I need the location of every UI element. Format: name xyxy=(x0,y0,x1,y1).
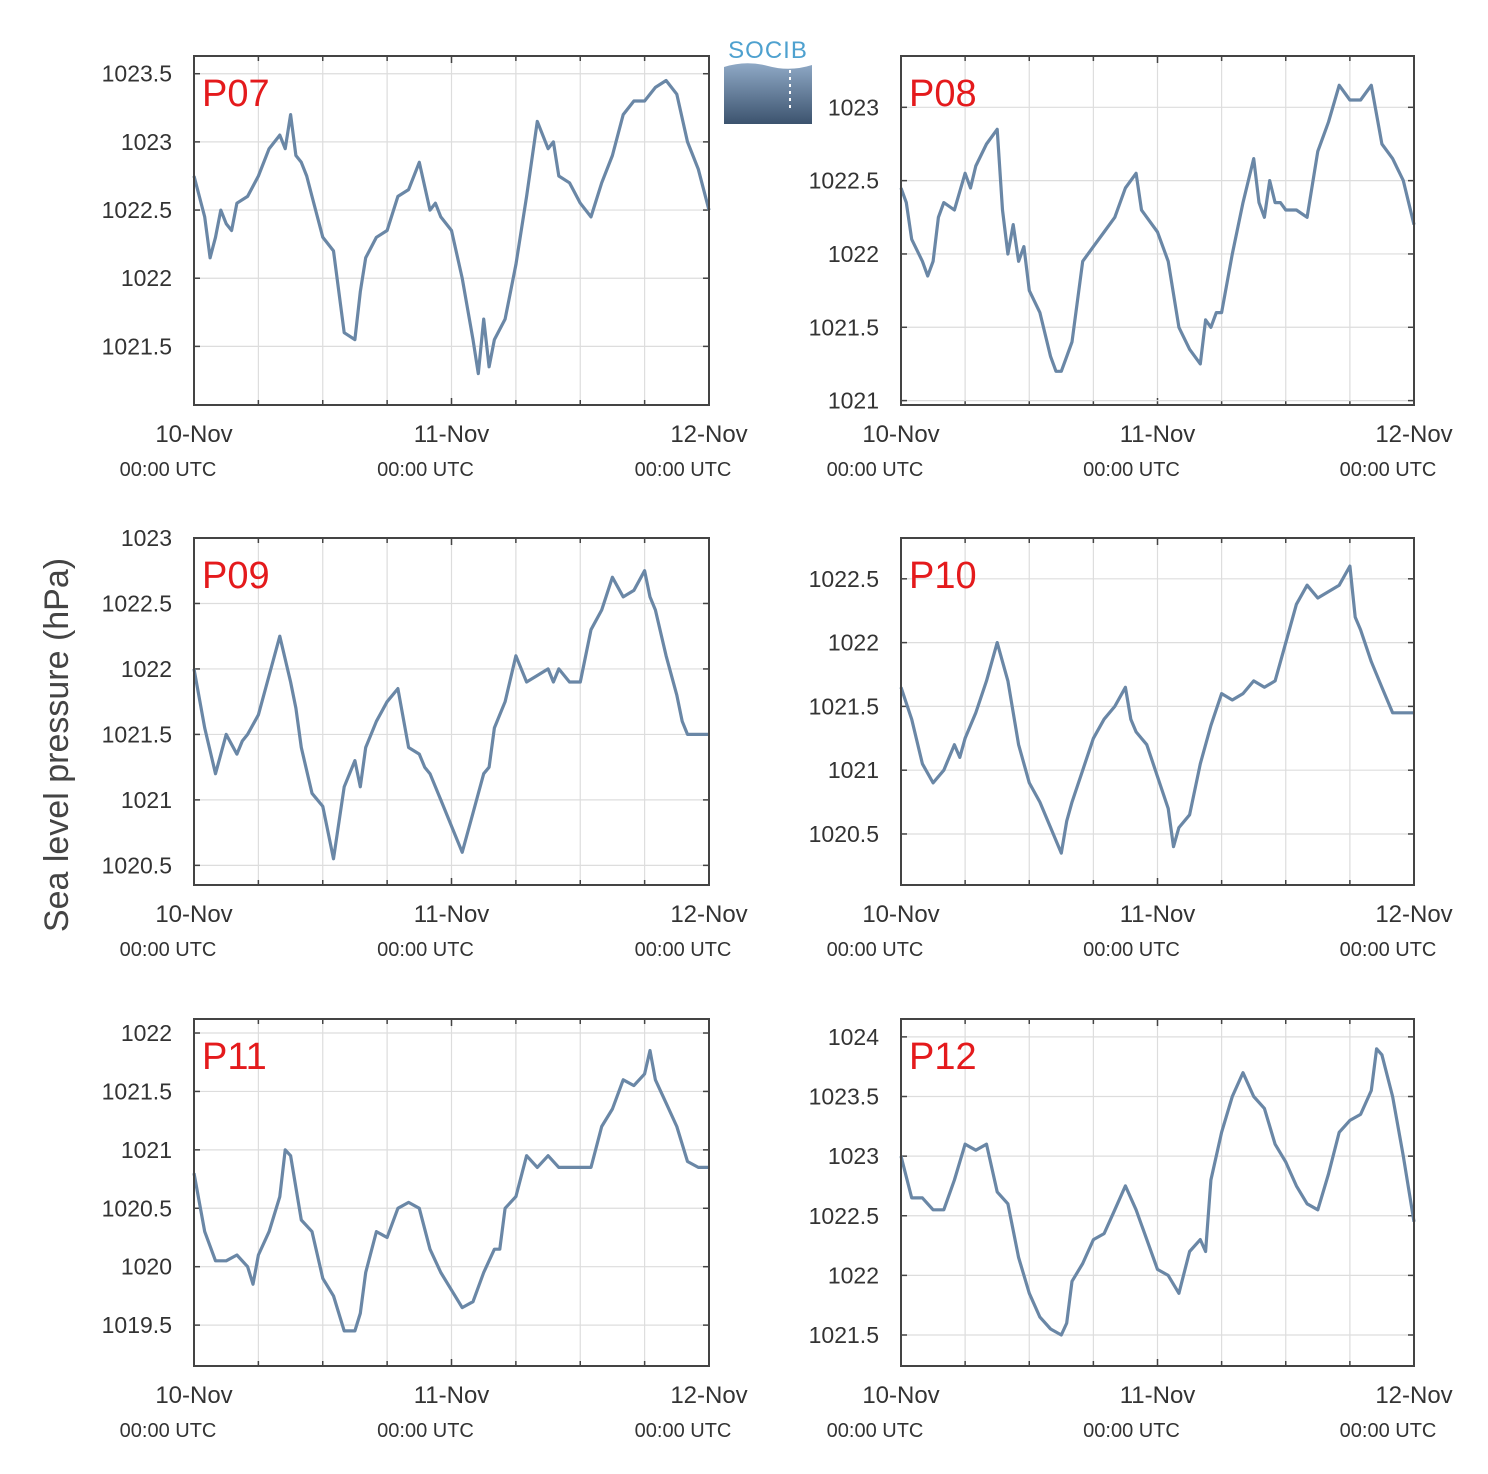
x-tick-sublabel: 00:00 UTC xyxy=(635,939,732,961)
y-tick-label: 1021.5 xyxy=(102,333,172,359)
x-tick-label: 12-Nov xyxy=(670,421,747,448)
x-tick-label: 10-Nov xyxy=(862,421,939,448)
panel-p09: 1020.5 1021 1021.5 1022 1022.5 1023 10-Nov 00:0… xyxy=(102,525,748,961)
series-line-p12 xyxy=(899,1047,1416,1337)
y-tick-label: 1021.5 xyxy=(102,721,172,747)
plot-frame xyxy=(900,537,1415,886)
y-tick-label: 1021.5 xyxy=(809,693,879,719)
y-tick-label: 1021 xyxy=(121,787,172,813)
plot-frame xyxy=(193,537,710,886)
x-tick-sublabel: 00:00 UTC xyxy=(635,459,732,481)
panel-p07: 1021.5 1022 1022.5 1023 1023.5 10-Nov 00:00 UT… xyxy=(102,55,748,481)
panel-label: P07 xyxy=(202,73,270,115)
y-tick-label: 1021.5 xyxy=(809,314,879,340)
y-tick-label: 1021.5 xyxy=(102,1078,172,1104)
x-tick-label: 11-Nov xyxy=(414,421,490,448)
y-tick-label: 1020.5 xyxy=(809,821,879,847)
panel-p08: 1021 1021.5 1022 1022.5 1023 10-Nov 00:00 UTC 1… xyxy=(809,55,1453,481)
series-line-p09 xyxy=(192,569,709,861)
y-tick-label: 1023 xyxy=(828,1143,879,1169)
y-tick-label: 1023 xyxy=(121,129,172,155)
y-tick-label: 1020.5 xyxy=(102,852,172,878)
y-tick-label: 1022 xyxy=(828,241,879,267)
x-tick-label: 12-Nov xyxy=(1375,901,1452,928)
y-tick-label: 1022 xyxy=(828,1262,879,1288)
x-tick-label: 10-Nov xyxy=(862,1382,939,1409)
series-line-p08 xyxy=(899,83,1416,373)
y-tick-label: 1023 xyxy=(828,94,879,120)
x-tick-sublabel: 00:00 UTC xyxy=(1083,459,1180,481)
panel-label: P08 xyxy=(909,73,977,115)
series-line-p11 xyxy=(192,1048,709,1333)
y-tick-label: 1022.5 xyxy=(809,566,879,592)
x-tick-label: 10-Nov xyxy=(862,901,939,928)
y-axis-label: Sea level pressure (hPa) xyxy=(38,558,76,932)
x-tick-sublabel: 00:00 UTC xyxy=(827,1420,924,1442)
x-tick-label: 11-Nov xyxy=(414,901,490,928)
series-line-p07 xyxy=(192,78,711,376)
panel-p11: 1019.5 1020 1020.5 1021 1021.5 1022 10-Nov 00:0… xyxy=(102,1018,748,1442)
y-tick-label: 1022 xyxy=(121,1020,172,1046)
panel-label: P12 xyxy=(909,1036,977,1078)
x-tick-sublabel: 00:00 UTC xyxy=(635,1420,732,1442)
x-tick-sublabel: 00:00 UTC xyxy=(827,459,924,481)
logo-wave xyxy=(724,63,812,124)
x-tick-sublabel: 00:00 UTC xyxy=(120,939,217,961)
y-tick-label: 1022.5 xyxy=(809,1203,879,1229)
x-tick-sublabel: 00:00 UTC xyxy=(377,459,474,481)
x-tick-label: 10-Nov xyxy=(155,1382,232,1409)
y-tick-label: 1022 xyxy=(121,265,172,291)
y-tick-label: 1021 xyxy=(828,757,879,783)
y-tick-label: 1023.5 xyxy=(102,61,172,87)
panel-label: P10 xyxy=(909,555,977,597)
plot-frame xyxy=(900,55,1415,406)
x-tick-label: 12-Nov xyxy=(670,901,747,928)
x-tick-sublabel: 00:00 UTC xyxy=(1083,1420,1180,1442)
y-tick-label: 1023.5 xyxy=(809,1084,879,1110)
socib-logo: SOCIB xyxy=(724,37,812,124)
y-tick-label: 1022.5 xyxy=(809,168,879,194)
plot-frame xyxy=(193,1018,710,1367)
y-tick-label: 1021 xyxy=(828,388,879,414)
y-tick-label: 1022 xyxy=(828,630,879,656)
x-tick-sublabel: 00:00 UTC xyxy=(827,939,924,961)
x-tick-label: 12-Nov xyxy=(670,1382,747,1409)
y-tick-label: 1021 xyxy=(121,1137,172,1163)
x-tick-sublabel: 00:00 UTC xyxy=(120,1420,217,1442)
y-tick-label: 1022 xyxy=(121,656,172,682)
x-tick-label: 11-Nov xyxy=(1120,901,1196,928)
x-tick-sublabel: 00:00 UTC xyxy=(1340,1420,1437,1442)
x-tick-sublabel: 00:00 UTC xyxy=(1083,939,1180,961)
plot-frame xyxy=(900,1018,1415,1367)
panel-label: P11 xyxy=(202,1036,267,1078)
x-tick-label: 10-Nov xyxy=(155,901,232,928)
logo-text: SOCIB xyxy=(728,37,808,64)
x-tick-sublabel: 00:00 UTC xyxy=(1340,939,1437,961)
y-tick-label: 1024 xyxy=(828,1024,879,1050)
x-tick-sublabel: 00:00 UTC xyxy=(1340,459,1437,481)
x-tick-sublabel: 00:00 UTC xyxy=(377,1420,474,1442)
y-tick-label: 1022.5 xyxy=(102,590,172,616)
y-tick-label: 1019.5 xyxy=(102,1312,172,1338)
y-tick-label: 1020.5 xyxy=(102,1195,172,1221)
panel-p12: 1021.5 1022 1022.5 1023 1023.5 1024 10-Nov 00:0… xyxy=(809,1018,1453,1442)
x-tick-label: 10-Nov xyxy=(155,421,232,448)
x-tick-label: 12-Nov xyxy=(1375,1382,1452,1409)
panel-label: P09 xyxy=(202,555,270,597)
panel-p10: 1020.5 1021 1021.5 1022 1022.5 10-Nov 00:00 UT… xyxy=(809,537,1453,961)
x-tick-sublabel: 00:00 UTC xyxy=(120,459,217,481)
x-tick-label: 11-Nov xyxy=(1120,421,1196,448)
x-tick-label: 12-Nov xyxy=(1375,421,1452,448)
y-tick-label: 1022.5 xyxy=(102,197,172,223)
x-tick-label: 11-Nov xyxy=(414,1382,490,1409)
x-tick-sublabel: 00:00 UTC xyxy=(377,939,474,961)
y-tick-label: 1023 xyxy=(121,525,172,551)
y-tick-label: 1021.5 xyxy=(809,1322,879,1348)
plot-frame xyxy=(193,55,710,406)
x-tick-label: 11-Nov xyxy=(1120,1382,1196,1409)
series-line-p10 xyxy=(899,564,1414,855)
y-tick-label: 1020 xyxy=(121,1254,172,1280)
